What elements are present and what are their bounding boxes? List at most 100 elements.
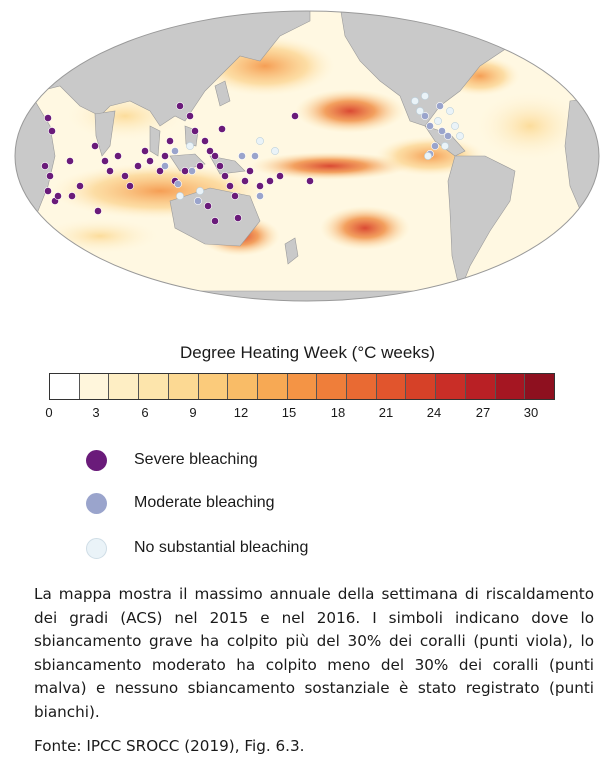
scale-cell [347,374,377,399]
severe-bleaching-point [216,162,224,170]
severe-bleaching-point [101,157,109,165]
caption-source: Fonte: IPCC SROCC (2019), Fig. 6.3. [34,737,305,755]
severe-bleaching-point [234,214,242,222]
no-bleaching-dot [86,537,107,559]
severe-bleaching-point [121,172,129,180]
severe-bleaching-point [221,172,229,180]
severe-bleaching-dot [86,449,107,471]
scale-tick-label: 21 [378,405,394,420]
legend-moderate-label: Moderate bleaching [134,494,275,511]
severe-bleaching-point [276,172,284,180]
severe-bleaching-point [41,162,49,170]
severe-bleaching-point [201,137,209,145]
severe-bleaching-point [206,147,214,155]
severe-bleaching-point [146,157,154,165]
none-bleaching-point [424,152,432,160]
severe-bleaching-point [204,202,212,210]
scale-cell [139,374,169,399]
severe-bleaching-point [241,177,249,185]
scale-cell [168,374,199,399]
scale-cell [109,374,140,399]
severe-bleaching-point [91,142,99,150]
moderate-bleaching-point [444,132,452,140]
legend-none-label: No substantial bleaching [134,539,309,556]
color-scale [49,373,555,400]
scale-tick-label: 15 [281,405,297,420]
severe-bleaching-point [156,167,164,175]
moderate-bleaching-dot [86,492,107,514]
severe-bleaching-point [126,182,134,190]
none-bleaching-point [456,132,464,140]
severe-bleaching-point [48,127,56,135]
severe-bleaching-point [106,167,114,175]
moderate-bleaching-point [256,192,264,200]
scale-cell [79,374,110,399]
scale-tick-label: 6 [141,405,149,420]
bleaching-points [41,92,464,225]
severe-bleaching-point [161,152,169,160]
scale-cell [376,374,407,399]
none-bleaching-point [446,107,454,115]
ocean-layer [15,11,599,301]
scale-tick-label: 24 [426,405,442,420]
scale-cell [50,374,80,399]
moderate-bleaching-point [421,112,429,120]
scale-cell [198,374,229,399]
scale-tick-label: 27 [475,405,491,420]
scale-cell [436,374,466,399]
moderate-bleaching-point [188,167,196,175]
severe-bleaching-point [306,177,314,185]
moderate-bleaching-point [161,162,169,170]
none-bleaching-point [451,122,459,130]
severe-bleaching-point [231,192,239,200]
severe-bleaching-point [196,162,204,170]
scale-cell [495,374,526,399]
none-bleaching-point [434,117,442,125]
none-bleaching-point [176,192,184,200]
legend-moderate: Moderate bleaching [86,488,275,518]
none-bleaching-point [421,92,429,100]
moderate-bleaching-point [438,127,446,135]
severe-bleaching-point [94,207,102,215]
caption: La mappa mostra il massimo annuale della… [34,583,594,725]
none-bleaching-point [186,142,194,150]
scale-tick-label: 18 [330,405,346,420]
none-bleaching-point [196,187,204,195]
none-bleaching-point [271,147,279,155]
severe-bleaching-point [54,192,62,200]
legend-severe: Severe bleaching [86,445,258,475]
severe-bleaching-point [218,125,226,133]
scale-cell [406,374,437,399]
severe-bleaching-point [186,112,194,120]
moderate-bleaching-point [431,142,439,150]
severe-bleaching-point [191,127,199,135]
scale-tick-label: 30 [523,405,539,420]
moderate-bleaching-point [174,180,182,188]
moderate-bleaching-point [426,122,434,130]
severe-bleaching-point [176,102,184,110]
scale-tick-label: 0 [45,405,53,420]
severe-bleaching-point [166,137,174,145]
severe-bleaching-point [44,187,52,195]
severe-bleaching-point [211,152,219,160]
severe-bleaching-point [256,182,264,190]
none-bleaching-point [411,97,419,105]
moderate-bleaching-point [238,152,246,160]
moderate-bleaching-point [194,197,202,205]
scale-cell [257,374,288,399]
severe-bleaching-point [266,177,274,185]
severe-bleaching-point [226,182,234,190]
moderate-bleaching-point [436,102,444,110]
severe-bleaching-point [76,182,84,190]
severe-bleaching-point [44,114,52,122]
scale-ticks: 0 3 6 9 12 15 18 21 24 27 30 [0,405,615,425]
scale-tick-label: 3 [92,405,100,420]
scale-cell [228,374,258,399]
severe-bleaching-point [66,157,74,165]
legend-severe-label: Severe bleaching [134,451,258,468]
globe-outline [14,10,600,302]
none-bleaching-point [441,142,449,150]
scale-cell [287,374,318,399]
scale-cell [317,374,348,399]
legend-title: Degree Heating Week (°C weeks) [180,343,435,362]
